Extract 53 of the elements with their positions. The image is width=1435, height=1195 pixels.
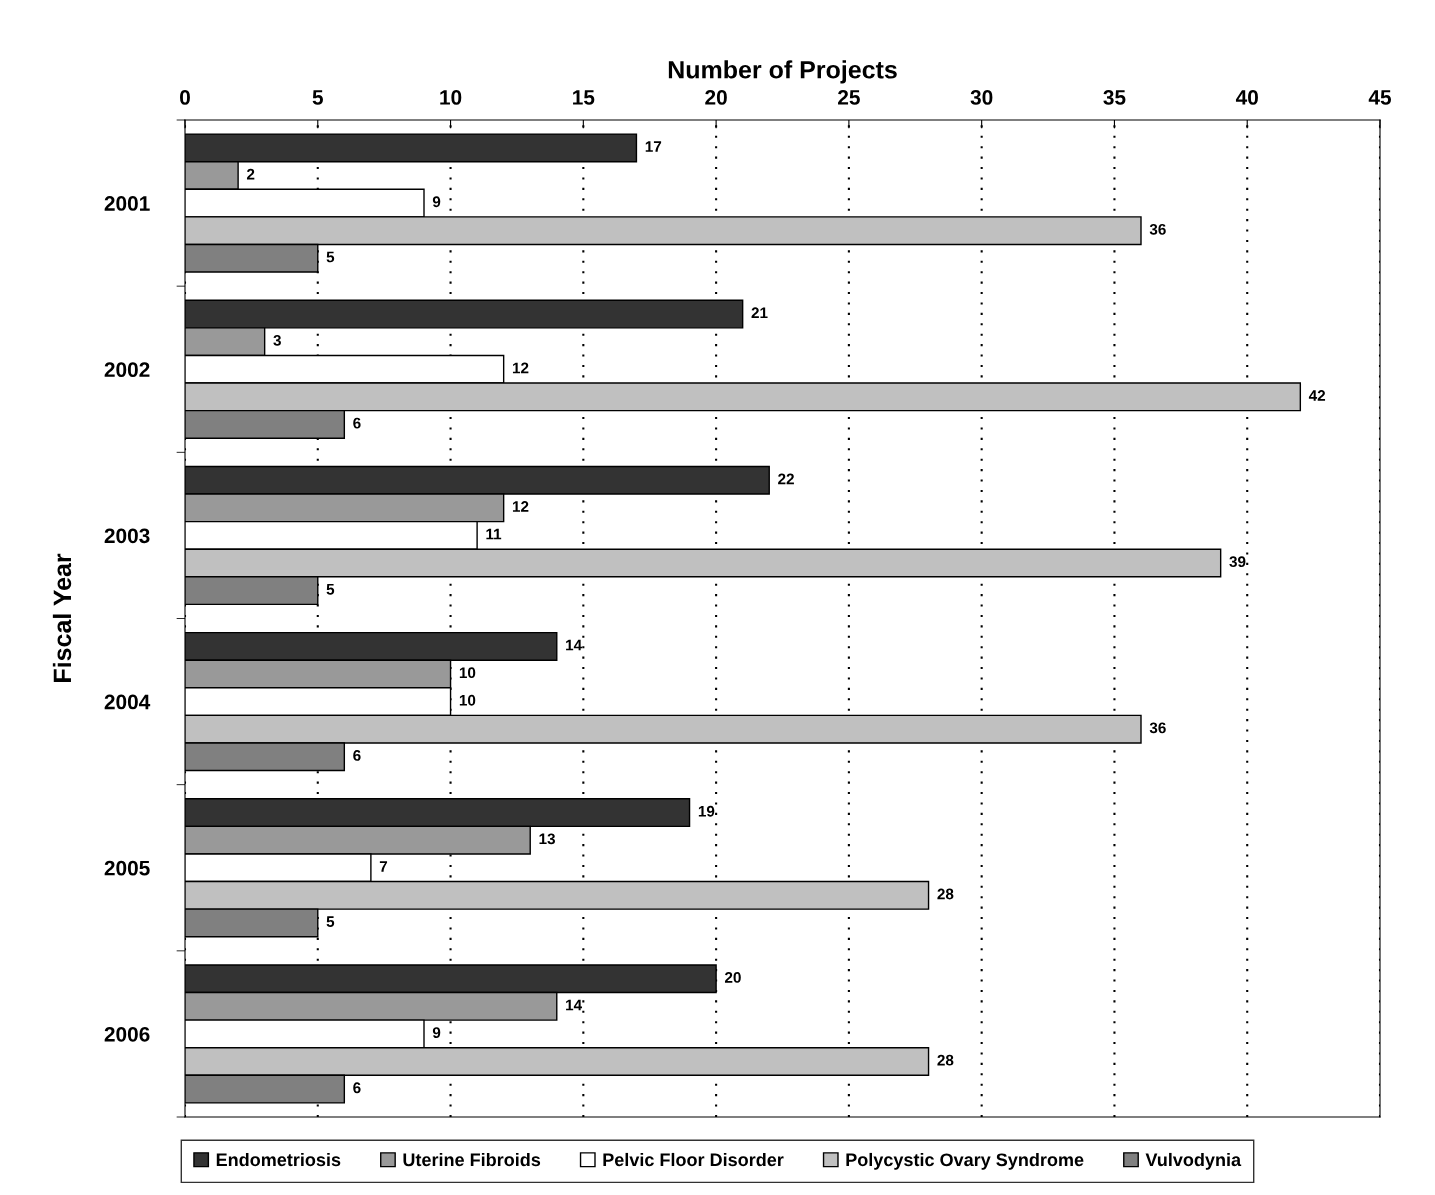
data-label: 9 <box>432 1027 441 1039</box>
data-label: 3 <box>273 334 281 346</box>
data-label: 5 <box>326 584 335 595</box>
data-label: 12 <box>512 362 529 374</box>
data-label: 5 <box>326 251 335 263</box>
data-label: 36 <box>1149 223 1166 235</box>
data-label: 12 <box>512 501 529 512</box>
data-label: 28 <box>937 1054 954 1066</box>
y-tick-label: 2003 <box>104 528 150 544</box>
data-label: 36 <box>1149 722 1166 734</box>
data-label: 7 <box>379 861 388 872</box>
x-tick-label: 35 <box>1103 90 1126 105</box>
data-label: 9 <box>432 196 441 208</box>
legend-label: Polycystic Ovary Syndrome <box>846 1152 1084 1170</box>
data-label: 2 <box>246 168 255 180</box>
x-axis-title: Number of Projects <box>668 60 897 84</box>
data-label: 42 <box>1308 390 1326 401</box>
y-tick-label: 2002 <box>104 362 150 377</box>
data-label: 13 <box>539 833 555 845</box>
legend-label: Uterine Fibroids <box>403 1152 541 1167</box>
data-label: 10 <box>459 667 476 679</box>
legend-label: Endometriosis <box>216 1152 341 1167</box>
data-label: 6 <box>353 1082 361 1094</box>
y-tick-label: 2001 <box>104 196 150 211</box>
x-tick-label: 0 <box>180 90 190 105</box>
data-label: 28 <box>937 888 954 900</box>
x-tick-label: 15 <box>573 90 595 105</box>
y-axis-title: Fiscal Year <box>52 553 72 682</box>
data-label: 20 <box>724 972 741 983</box>
data-label: 11 <box>486 528 502 540</box>
legend-label: Vulvodynia <box>1145 1152 1242 1170</box>
data-label: 17 <box>645 141 662 152</box>
x-tick-label: 30 <box>970 90 993 105</box>
data-label: 22 <box>778 473 794 485</box>
data-label: 14 <box>566 999 583 1011</box>
data-label: 5 <box>326 916 335 928</box>
x-tick-label: 25 <box>838 90 860 105</box>
data-label: 10 <box>459 694 476 706</box>
data-label: 21 <box>751 307 768 319</box>
data-label: 14 <box>566 639 583 651</box>
x-tick-label: 40 <box>1235 90 1258 105</box>
x-tick-label: 5 <box>312 90 323 105</box>
data-label: 39 <box>1229 556 1246 568</box>
x-tick-label: 20 <box>705 90 727 105</box>
x-tick-label: 45 <box>1368 90 1392 105</box>
data-label: 6 <box>353 417 361 429</box>
data-label: 19 <box>698 805 715 817</box>
y-tick-label: 2004 <box>104 694 151 710</box>
legend-label: Pelvic Floor Disorder <box>603 1152 784 1167</box>
data-label: 6 <box>353 750 361 761</box>
y-tick-label: 2006 <box>104 1026 150 1042</box>
x-tick-label: 10 <box>440 90 462 105</box>
y-tick-label: 2005 <box>104 860 150 876</box>
